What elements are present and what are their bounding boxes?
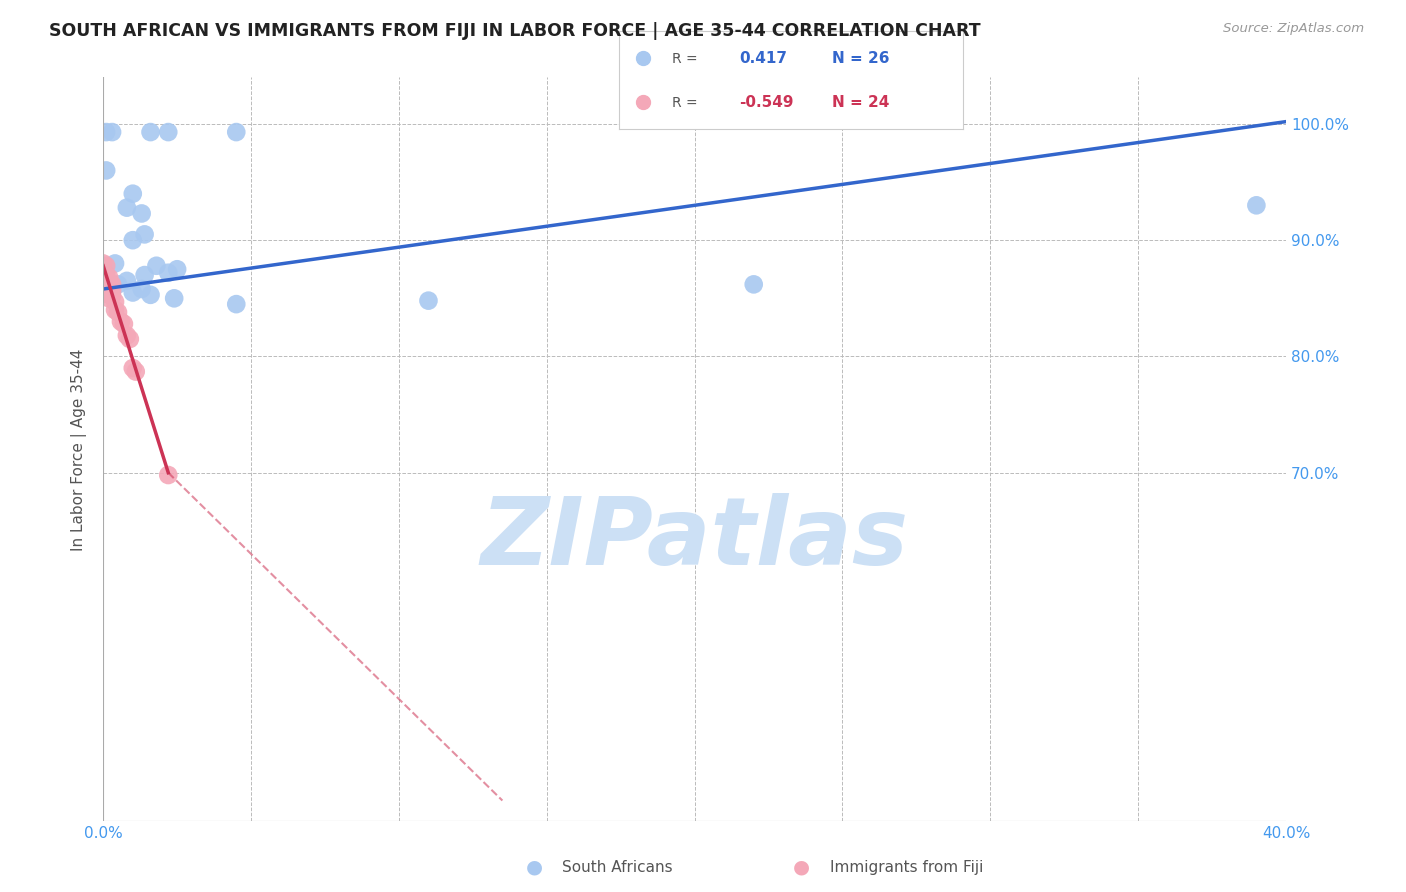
Point <box>125 365 148 379</box>
Point <box>631 95 654 109</box>
Point <box>157 468 180 483</box>
Point <box>98 282 121 296</box>
Point <box>131 206 153 220</box>
Point <box>134 227 156 242</box>
Point <box>121 233 143 247</box>
Point <box>115 328 138 343</box>
Point <box>631 51 654 65</box>
Text: N = 26: N = 26 <box>832 51 890 66</box>
Point <box>101 277 124 292</box>
Point <box>225 125 247 139</box>
Y-axis label: In Labor Force | Age 35-44: In Labor Force | Age 35-44 <box>72 348 87 550</box>
Point <box>118 332 141 346</box>
Point <box>418 293 440 308</box>
Point <box>101 125 124 139</box>
Point <box>115 274 138 288</box>
Point <box>139 125 162 139</box>
Point <box>104 302 127 317</box>
Point <box>121 285 143 300</box>
Text: N = 24: N = 24 <box>832 95 890 111</box>
Point <box>225 297 247 311</box>
Point <box>96 268 118 282</box>
Point <box>112 317 135 331</box>
Point <box>98 276 121 290</box>
Point <box>742 277 765 292</box>
Point <box>96 259 118 273</box>
Point <box>96 125 118 139</box>
Point <box>121 186 143 201</box>
Point <box>101 285 124 299</box>
Text: Source: ZipAtlas.com: Source: ZipAtlas.com <box>1223 22 1364 36</box>
Point <box>166 262 188 277</box>
Point <box>115 201 138 215</box>
Text: 0.417: 0.417 <box>740 51 787 66</box>
Point <box>157 266 180 280</box>
Point <box>91 256 114 270</box>
Point <box>101 289 124 303</box>
Point <box>104 256 127 270</box>
Point <box>110 315 132 329</box>
Point <box>98 270 121 285</box>
Text: Immigrants from Fiji: Immigrants from Fiji <box>830 861 983 875</box>
Point <box>96 279 118 293</box>
Point <box>96 286 118 301</box>
Text: South Africans: South Africans <box>562 861 673 875</box>
Point <box>145 259 167 273</box>
Point <box>98 291 121 305</box>
Point <box>131 282 153 296</box>
Point <box>96 163 118 178</box>
Point <box>157 125 180 139</box>
Text: ●: ● <box>526 857 543 876</box>
Text: R =: R = <box>672 95 697 110</box>
Point <box>121 361 143 376</box>
Point <box>91 264 114 278</box>
Point <box>139 288 162 302</box>
Text: ●: ● <box>793 857 810 876</box>
Point <box>163 291 186 305</box>
Point <box>96 273 118 287</box>
Point <box>1246 198 1268 212</box>
Text: ZIPatlas: ZIPatlas <box>481 492 908 585</box>
Point <box>107 305 129 319</box>
Text: R =: R = <box>672 52 697 66</box>
Text: -0.549: -0.549 <box>740 95 794 111</box>
Point <box>134 268 156 282</box>
Text: SOUTH AFRICAN VS IMMIGRANTS FROM FIJI IN LABOR FORCE | AGE 35-44 CORRELATION CHA: SOUTH AFRICAN VS IMMIGRANTS FROM FIJI IN… <box>49 22 981 40</box>
Point <box>104 294 127 309</box>
Point <box>107 277 129 292</box>
